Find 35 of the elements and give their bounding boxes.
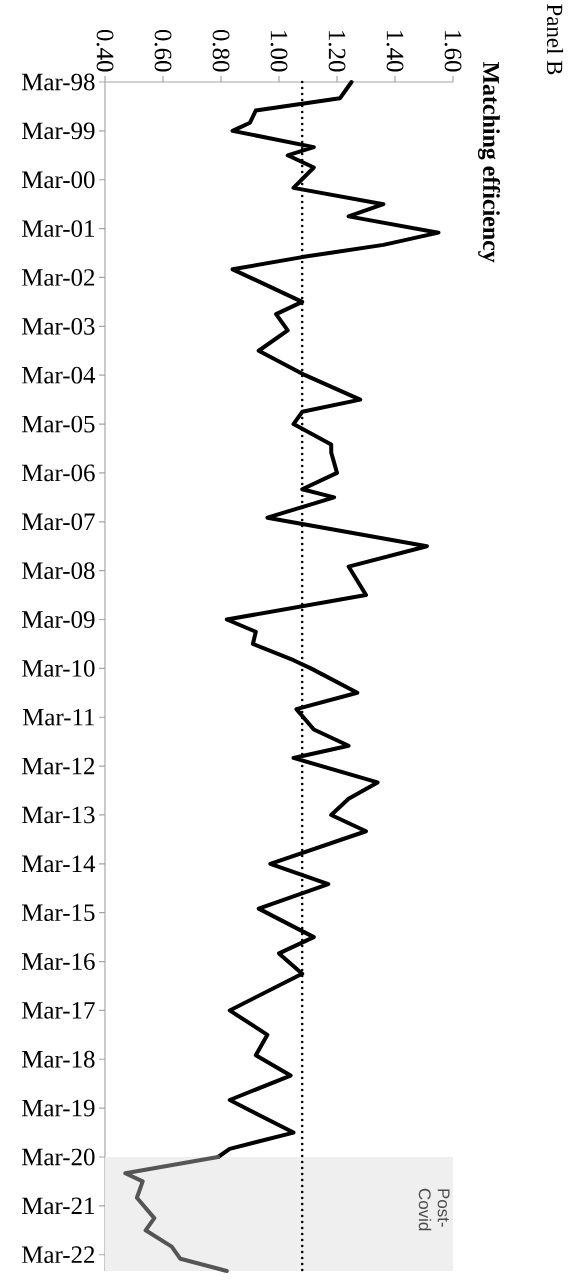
y-tick-label: Mar-14	[22, 855, 96, 873]
x-tick-label: 0.40	[96, 29, 114, 72]
y-tick-label: Mar-06	[22, 464, 95, 482]
y-tick-label: Mar-07	[22, 513, 95, 531]
y-tick-label: Mar-19	[22, 1099, 95, 1117]
x-tick-label: 0.60	[154, 29, 172, 72]
x-tick-label: 1.00	[270, 31, 288, 72]
y-tick-label: Mar-21	[22, 1197, 94, 1215]
y-tick-label: Mar-05	[22, 415, 95, 433]
text: Panel B	[546, 4, 564, 75]
y-tick-label: Mar-13	[22, 806, 95, 824]
x-tick-label: 0.80	[212, 29, 230, 72]
y-tick-label: Mar-09	[22, 611, 95, 628]
y-tick-label: Mar-15	[22, 904, 95, 922]
y-tick-label: Mar-10	[22, 659, 95, 677]
y-tick-label: Mar-18	[22, 1050, 95, 1068]
y-tick-label: Mar-98	[22, 73, 95, 91]
y-tick-label: Mar-12	[22, 757, 95, 775]
y-tick-label: Mar-11	[22, 708, 94, 726]
x-tick-label: 1.40	[386, 31, 404, 72]
y-tick-label: Mar-04	[22, 366, 96, 384]
y-tick-label: Mar-99	[22, 122, 95, 140]
y-tick-label: Mar-17	[22, 1002, 95, 1019]
y-tick-label: Mar-22	[22, 1246, 95, 1264]
y-tick-label: Mar-01	[22, 220, 94, 238]
text: Matching efficiency	[477, 61, 501, 263]
y-tick-label: Mar-16	[22, 953, 95, 970]
y-tick-label: Mar-08	[22, 562, 95, 580]
y-tick-label: Mar-00	[22, 171, 95, 189]
x-tick-label: 1.60	[444, 31, 462, 72]
band-label: Post-Covid	[418, 1188, 450, 1231]
x-tick-label: 1.20	[328, 31, 346, 72]
y-tick-label: Mar-20	[22, 1148, 95, 1166]
y-tick-label: Mar-02	[22, 269, 95, 286]
y-tick-label: Mar-03	[22, 317, 95, 335]
